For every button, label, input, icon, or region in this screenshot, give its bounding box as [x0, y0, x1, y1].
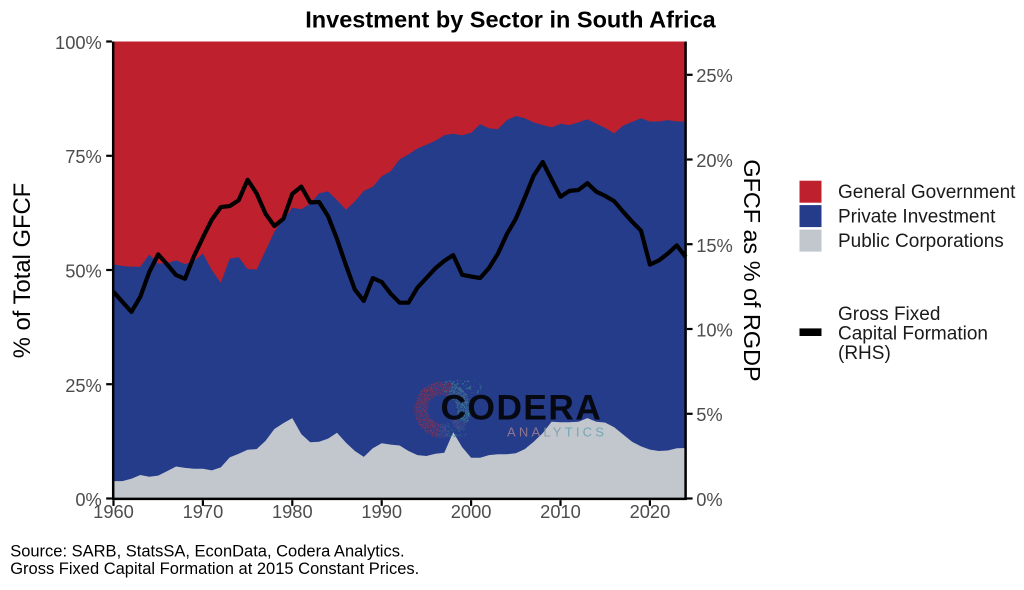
svg-text:1980: 1980	[272, 501, 313, 522]
svg-text:Investment by Sector in South: Investment by Sector in South Africa	[305, 7, 716, 33]
svg-text:2020: 2020	[630, 501, 671, 522]
svg-text:10%: 10%	[696, 320, 733, 341]
svg-text:Source: SARB, StatsSA, EconDat: Source: SARB, StatsSA, EconData, Codera …	[10, 542, 404, 560]
svg-text:20%: 20%	[696, 150, 733, 171]
svg-text:Gross Fixed: Gross Fixed	[838, 304, 940, 325]
svg-text:5%: 5%	[696, 404, 722, 425]
svg-text:Capital Formation: Capital Formation	[838, 323, 988, 344]
svg-text:2010: 2010	[540, 501, 581, 522]
svg-text:75%: 75%	[65, 146, 102, 167]
svg-text:15%: 15%	[696, 235, 733, 256]
svg-text:1970: 1970	[183, 501, 224, 522]
svg-text:100%: 100%	[55, 32, 102, 53]
svg-text:1960: 1960	[93, 501, 134, 522]
svg-text:1990: 1990	[361, 501, 402, 522]
svg-text:ANALYTICS: ANALYTICS	[507, 425, 607, 440]
svg-text:Gross Fixed Capital Formation: Gross Fixed Capital Formation at 2015 Co…	[10, 560, 419, 578]
svg-text:GFCF as % of RGDP: GFCF as % of RGDP	[739, 159, 765, 381]
svg-text:25%: 25%	[696, 65, 733, 86]
svg-text:Private Investment: Private Investment	[838, 207, 996, 228]
svg-text:Public Corporations: Public Corporations	[838, 231, 1004, 252]
svg-text:2000: 2000	[451, 501, 492, 522]
svg-text:0%: 0%	[75, 489, 101, 510]
svg-text:% of Total GFCF: % of Total GFCF	[9, 183, 36, 358]
svg-text:(RHS): (RHS)	[838, 343, 891, 364]
svg-text:CODERA: CODERA	[441, 388, 603, 428]
svg-text:0%: 0%	[696, 489, 722, 510]
svg-text:50%: 50%	[65, 261, 102, 282]
svg-text:25%: 25%	[65, 375, 102, 396]
svg-text:General Government: General Government	[838, 182, 1016, 203]
